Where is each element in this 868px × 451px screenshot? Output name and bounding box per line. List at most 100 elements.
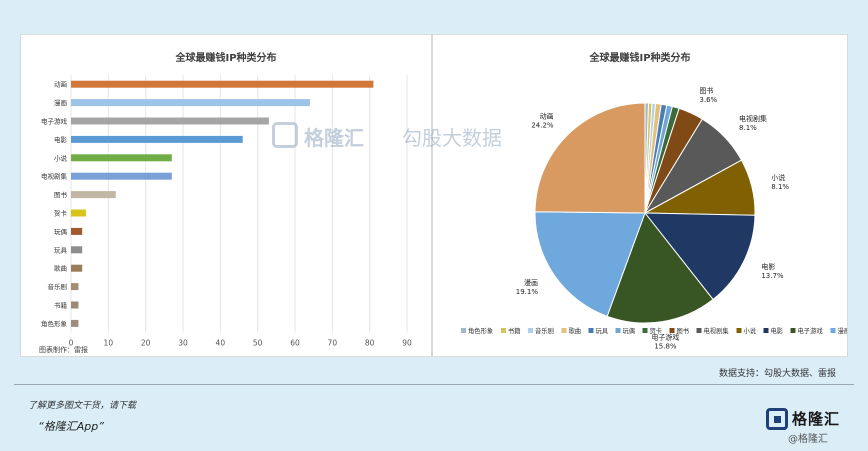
legend-label: 图书	[677, 326, 690, 335]
legend-swatch	[528, 328, 533, 333]
bar-category-label: 玩偶	[54, 227, 68, 236]
bar	[71, 135, 243, 143]
pie-slice-percent: 3.6%	[699, 96, 717, 104]
bar-x-tick-label: 30	[178, 339, 188, 348]
bar-x-tick-label: 70	[328, 339, 338, 348]
bar-category-label: 角色形象	[41, 319, 68, 328]
bar	[71, 80, 374, 88]
pie-slice-name: 小说	[771, 173, 785, 182]
pie-slice-percent: 13.7%	[761, 272, 784, 280]
legend-label: 玩具	[596, 327, 609, 335]
watermark-slogan: 勾股大数据	[402, 126, 502, 150]
legend-label: 电子游戏	[798, 326, 824, 335]
bar	[71, 154, 172, 162]
legend-swatch	[501, 328, 506, 333]
legend-swatch	[830, 328, 836, 333]
pie-slice	[643, 212, 756, 301]
logo-icon	[766, 408, 788, 430]
bar	[71, 319, 79, 327]
bar-category-label: 漫画	[54, 98, 67, 107]
bar	[71, 264, 83, 272]
bar-category-label: 电影	[54, 135, 68, 144]
bar	[71, 283, 79, 291]
logo-handle: @格隆汇	[788, 434, 828, 445]
pie-slice-name: 动画	[540, 112, 554, 121]
watermark-logo-icon	[272, 122, 298, 148]
legend-label: 电视剧集	[704, 326, 730, 335]
bar	[71, 172, 172, 180]
bar	[71, 227, 83, 235]
pie-slice-name: 电影	[761, 262, 775, 271]
bar	[71, 301, 79, 309]
bar-x-tick-label: 10	[104, 339, 114, 348]
pie-slice	[606, 211, 714, 324]
pie-slice-name: 图书	[699, 86, 713, 95]
bar-x-tick-label: 50	[253, 339, 263, 348]
pie-slice-name: 漫画	[524, 278, 538, 287]
legend-label: 歌曲	[569, 326, 582, 335]
pie-chart-panel: 全球最赚钱IP种类分布 图书 3.6% 电视剧集 8.1% 小说 8.1% 电影 13.7% 电…	[432, 34, 848, 357]
legend-label: 角色形象	[468, 326, 493, 335]
bar-x-tick-label: 90	[402, 339, 412, 348]
legend-label: 音乐剧	[535, 326, 554, 335]
pie-slice-percent: 19.1%	[516, 288, 539, 296]
bar-x-tick-label: 60	[290, 339, 300, 348]
bar-category-label: 电子游戏	[41, 117, 68, 126]
bar-x-tick-label: 40	[216, 339, 226, 348]
bar-category-label: 书籍	[54, 301, 68, 310]
watermark-brand: 格隆汇	[304, 126, 364, 150]
pie-slice-name: 电视剧集	[739, 114, 767, 123]
legend-swatch	[696, 328, 702, 333]
legend-label: 玩偶	[623, 326, 636, 335]
legend-swatch	[669, 328, 675, 333]
bar	[71, 246, 83, 254]
bar-x-tick-label: 20	[141, 339, 151, 348]
pie-slice	[534, 102, 646, 214]
pie-slice	[534, 211, 646, 317]
bar-chart-title: 全球最赚钱IP种类分布	[175, 53, 277, 64]
pie-slice-percent: 24.2%	[531, 122, 554, 130]
legend-swatch	[461, 328, 466, 333]
bar-category-label: 图书	[54, 190, 68, 199]
bar	[71, 117, 269, 125]
bar	[71, 99, 310, 107]
bar-chart-panel: 全球最赚钱IP种类分布 0 10 20 30 40 50 60 70 80 90 动画漫画电子游戏电…	[20, 34, 432, 357]
bar-category-label: 动画	[54, 81, 67, 89]
bar-chart: 0 10 20 30 40 50 60 70 80 90 动画漫画电子游戏电影小说电视剧集图书贺卡玩…	[41, 75, 412, 348]
pie-chart-title: 全球最赚钱IP种类分布	[589, 53, 691, 64]
pie-slice-percent: 8.1%	[739, 124, 757, 132]
bar-category-label: 歌曲	[54, 264, 67, 273]
legend-swatch	[790, 328, 796, 333]
bar-category-label: 玩具	[54, 246, 68, 254]
legend-swatch	[588, 328, 594, 333]
app-name: “格隆汇App”	[38, 420, 104, 433]
pie-slice-name: 电子游戏	[651, 332, 679, 341]
pie-chart: 图书3.6%电视剧集8.1%小说8.1%电影13.7%电子游戏15.8%漫画19…	[461, 86, 848, 350]
legend-swatch	[561, 328, 567, 333]
legend-label: 电影	[771, 326, 784, 335]
bar-chart-footnote: 图表制作：雷报	[39, 346, 88, 354]
legend-swatch	[642, 328, 648, 333]
bar-category-label: 贺卡	[54, 209, 68, 218]
bar	[71, 191, 116, 199]
pie-slice-percent: 15.8%	[654, 342, 677, 350]
legend-label: 书籍	[508, 326, 521, 335]
pie-slice-percent: 8.1%	[771, 183, 789, 191]
footer-divider	[14, 384, 854, 385]
bar-category-label: 电视剧集	[41, 172, 68, 181]
data-source: 数据支持：勾股大数据、雷报	[718, 369, 836, 379]
legend-label: 漫画	[838, 326, 848, 335]
legend-label: 贺卡	[650, 326, 663, 335]
legend-swatch	[736, 328, 742, 333]
bar-category-label: 小说	[54, 153, 68, 162]
bar-x-tick-label: 80	[365, 339, 375, 348]
logo-text: 格隆汇	[792, 410, 841, 428]
legend-label: 小说	[744, 326, 757, 335]
download-prompt: 了解更多图文干货，请下载	[28, 401, 137, 411]
watermark: 格隆汇 勾股大数据	[272, 118, 512, 158]
bar	[71, 209, 86, 217]
bar-x-tick-label: 0	[69, 339, 74, 348]
legend-swatch	[763, 328, 769, 333]
legend-swatch	[615, 328, 621, 333]
brand-logo: 格隆汇 @格隆汇	[766, 406, 846, 445]
